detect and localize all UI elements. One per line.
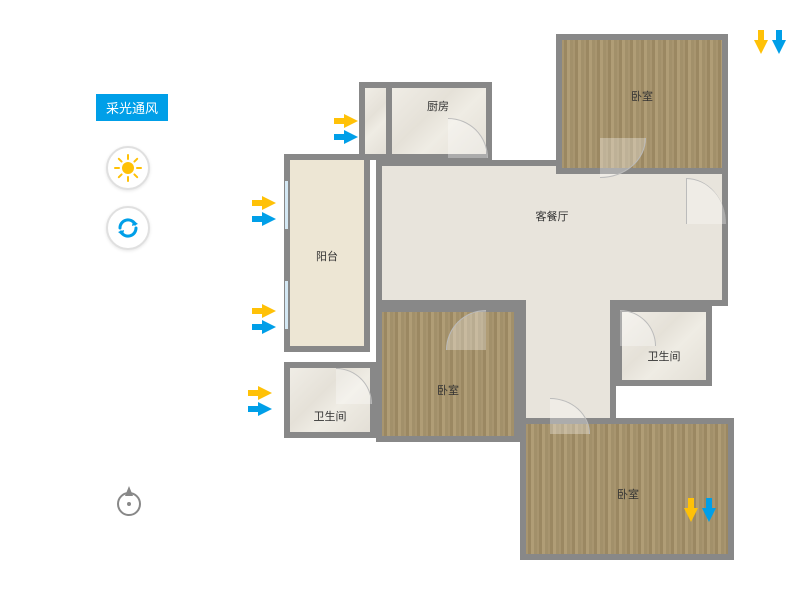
airflow-arrows xyxy=(246,386,286,414)
label-bedroom-mid: 卧室 xyxy=(437,382,459,398)
airflow-arrows xyxy=(250,196,290,224)
label-bath-w: 卫生间 xyxy=(314,408,347,424)
badge-label: 采光通风 xyxy=(106,101,158,116)
label-bedroom-ne: 卧室 xyxy=(631,88,653,104)
airflow-arrows xyxy=(684,498,724,526)
label-bath-e: 卫生间 xyxy=(648,348,681,364)
compass-icon xyxy=(112,484,146,518)
sun-button[interactable] xyxy=(106,146,150,190)
room-bedroom-mid xyxy=(376,306,520,442)
label-bedroom-se: 卧室 xyxy=(617,486,639,502)
airflow-arrows xyxy=(332,114,372,142)
label-kitchen: 厨房 xyxy=(427,98,449,114)
airflow-arrows xyxy=(754,30,794,58)
room-living xyxy=(376,160,728,306)
label-living: 客餐厅 xyxy=(536,208,569,224)
sun-icon xyxy=(114,154,142,182)
floorplan: 卧室 厨房 客餐厅 阳台 卧室 卫生间 卫生间 卧室 xyxy=(260,20,770,580)
refresh-icon xyxy=(115,215,141,241)
refresh-button[interactable] xyxy=(106,206,150,250)
label-balcony: 阳台 xyxy=(316,248,338,264)
airflow-arrows xyxy=(250,304,290,332)
lighting-ventilation-badge: 采光通风 xyxy=(96,94,168,121)
